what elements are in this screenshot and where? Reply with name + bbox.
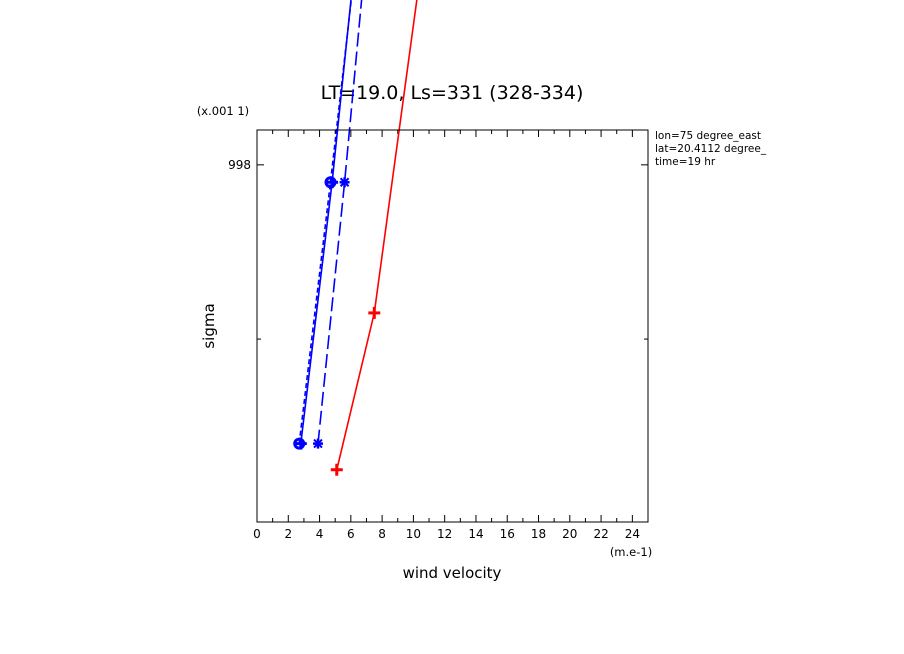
x-axis-title: wind velocity (403, 564, 502, 582)
y-scale-label: (x.001 1) (197, 104, 249, 118)
annotation-time: time=19 hr (655, 156, 716, 168)
series-line (300, 0, 352, 444)
series-3 (330, 0, 418, 476)
x-scale-label: (m.e-1) (610, 545, 652, 559)
series-2 (312, 0, 363, 449)
x-tick-label: 14 (468, 527, 483, 541)
x-tick-label: 22 (593, 527, 608, 541)
plot-frame (256, 129, 649, 523)
marker-star-d2 (339, 177, 350, 187)
x-tick-label: 24 (625, 527, 640, 541)
marker-circle (293, 437, 306, 450)
marker-star-d2 (313, 438, 323, 449)
series-line (336, 0, 418, 470)
x-tick-label: 12 (437, 527, 452, 541)
series-line (298, 0, 353, 444)
series-line (317, 0, 363, 444)
x-tick-label: 4 (316, 527, 324, 541)
x-tick-label: 20 (562, 527, 577, 541)
chart-title: LT=19.0, Ls=331 (328-334) (321, 82, 584, 104)
y-axis-title: sigma (200, 303, 218, 348)
x-tick-label: 0 (253, 527, 261, 541)
series-1 (293, 0, 353, 450)
annotation-lon: lon=75 degree_east (655, 130, 761, 142)
y-tick-label: 998 (228, 158, 251, 172)
series-0 (294, 0, 352, 450)
marker-circle (324, 176, 337, 189)
annotation-lat: lat=20.4112 degree_ (655, 143, 767, 155)
data-layer (293, 0, 418, 476)
x-tick-label: 8 (378, 527, 386, 541)
x-tick-label: 2 (284, 527, 292, 541)
x-tick-label: 6 (347, 527, 355, 541)
x-tick-label: 18 (531, 527, 546, 541)
ticks-layer: 0246810121416182022249809829849869889909… (228, 130, 648, 541)
x-tick-label: 10 (406, 527, 421, 541)
x-tick-label: 16 (500, 527, 515, 541)
